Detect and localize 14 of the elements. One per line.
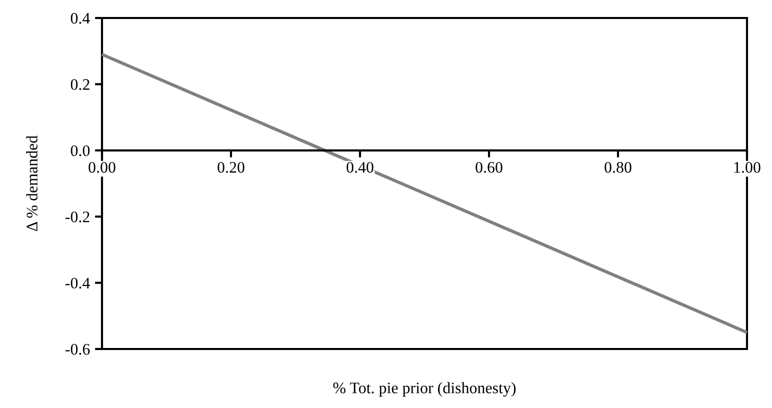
y-tick-label: -0.2 — [66, 212, 90, 222]
x-tick-label: 0.00 — [88, 162, 116, 173]
y-axis-title: Δ % demanded — [26, 136, 38, 232]
y-tick-label: 0.0 — [70, 145, 90, 156]
x-tick-label: 0.40 — [346, 162, 374, 173]
x-tick-label: 0.80 — [604, 162, 632, 173]
y-tick-label: -0.4 — [66, 278, 90, 289]
y-tick-label: -0.6 — [66, 344, 90, 355]
y-tick-label: 0.2 — [70, 79, 90, 90]
x-tick-label: 0.20 — [218, 162, 244, 173]
y-tick-label: 0.4 — [70, 12, 90, 24]
x-tick-label: 1.00 — [734, 162, 760, 173]
x-tick-label: 0.60 — [476, 162, 502, 173]
x-axis-title: % Tot. pie prior (dishonesty) — [333, 382, 516, 397]
